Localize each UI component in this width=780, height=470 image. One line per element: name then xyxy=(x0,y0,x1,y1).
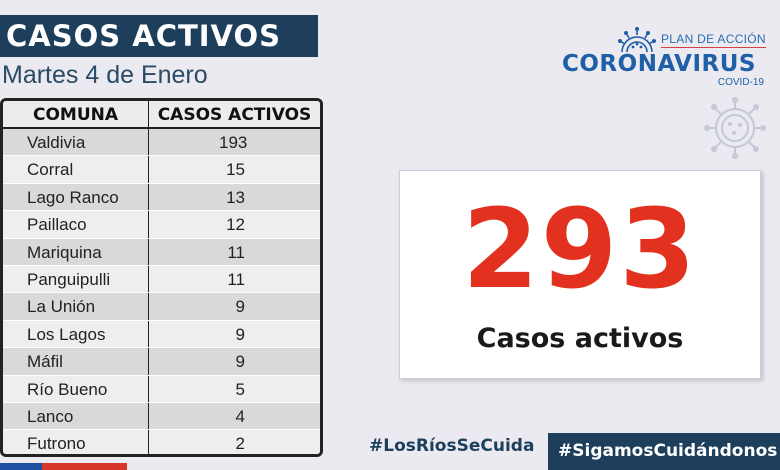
table-header: COMUNA CASOS ACTIVOS xyxy=(3,101,320,129)
table-row: Paillaco 12 xyxy=(3,211,320,239)
casos-cell: 12 xyxy=(148,211,320,238)
comuna-cell: Valdivia xyxy=(27,133,86,152)
hashtag-sigamos: #SigamosCuidándonos xyxy=(548,433,780,470)
virus-decoration-icon xyxy=(704,97,766,159)
table-row: Panguipulli 11 xyxy=(3,265,320,294)
table-row: Valdivia 193 xyxy=(3,129,320,157)
date-label: Martes 4 de Enero xyxy=(2,61,208,89)
comuna-cell: Futrono xyxy=(27,434,86,454)
casos-cell: 5 xyxy=(148,375,320,402)
flag-red-segment xyxy=(42,463,127,470)
casos-cell: 193 xyxy=(148,129,320,156)
table-row: Lago Ranco 13 xyxy=(3,183,320,212)
column-header-casos: CASOS ACTIVOS xyxy=(148,101,320,127)
logo-main-text: CORONAVIRUS xyxy=(562,51,756,77)
comuna-cell: Máfil xyxy=(27,352,63,372)
casos-cell: 11 xyxy=(148,265,320,293)
flag-stripe xyxy=(0,463,127,470)
table-row: Lanco 4 xyxy=(3,402,320,431)
logo-sub-text: COVID-19 xyxy=(717,77,764,88)
comuna-cell: La Unión xyxy=(27,297,96,317)
comuna-cell: Mariquina xyxy=(27,242,102,262)
comuna-cell: Los Lagos xyxy=(27,324,106,344)
total-cases-label: Casos activos xyxy=(476,323,684,354)
casos-cell: 4 xyxy=(148,402,320,430)
table-row: Río Bueno 5 xyxy=(3,375,320,403)
coronavirus-logo: PLAN DE ACCIÓN CORONAVIRUS COVID-19 xyxy=(562,26,766,90)
comuna-cell: Paillaco xyxy=(27,215,87,235)
table-row: Corral 15 xyxy=(3,156,320,184)
table-body: Valdivia 193 Corral 15 Lago Ranco 13 Pailla… xyxy=(3,129,320,454)
table-row: Los Lagos 9 xyxy=(3,320,320,349)
casos-cell: 9 xyxy=(148,320,320,348)
table-row: La Unión 9 xyxy=(3,293,320,321)
table-row: Mariquina 11 xyxy=(3,238,320,266)
comuna-cell: Río Bueno xyxy=(27,379,108,399)
comuna-cell: Corral xyxy=(27,160,74,180)
casos-cell: 13 xyxy=(148,183,320,211)
casos-cell: 15 xyxy=(148,156,320,183)
total-cases-number: 293 xyxy=(462,185,698,313)
comuna-cell: Lanco xyxy=(27,406,74,426)
table-row: Futrono 2 xyxy=(3,430,320,454)
total-cases-card: 293 Casos activos xyxy=(399,170,761,379)
comuna-cell: Lago Ranco xyxy=(27,187,119,207)
virus-icon xyxy=(618,27,656,53)
logo-plan-text: PLAN DE ACCIÓN xyxy=(661,32,766,48)
casos-cell: 9 xyxy=(148,293,320,320)
flag-blue-segment xyxy=(0,463,42,470)
casos-cell: 2 xyxy=(148,430,320,454)
cases-table: COMUNA CASOS ACTIVOS Valdivia 193 Corral 1… xyxy=(0,98,323,457)
casos-cell: 11 xyxy=(148,238,320,265)
page-title: CASOS ACTIVOS xyxy=(0,15,318,57)
hashtag-losrios: #LosRíosSeCuida xyxy=(369,436,535,456)
table-row: Máfil 9 xyxy=(3,348,320,376)
comuna-cell: Panguipulli xyxy=(27,269,111,289)
casos-cell: 9 xyxy=(148,348,320,375)
column-header-comuna: COMUNA xyxy=(32,105,119,125)
